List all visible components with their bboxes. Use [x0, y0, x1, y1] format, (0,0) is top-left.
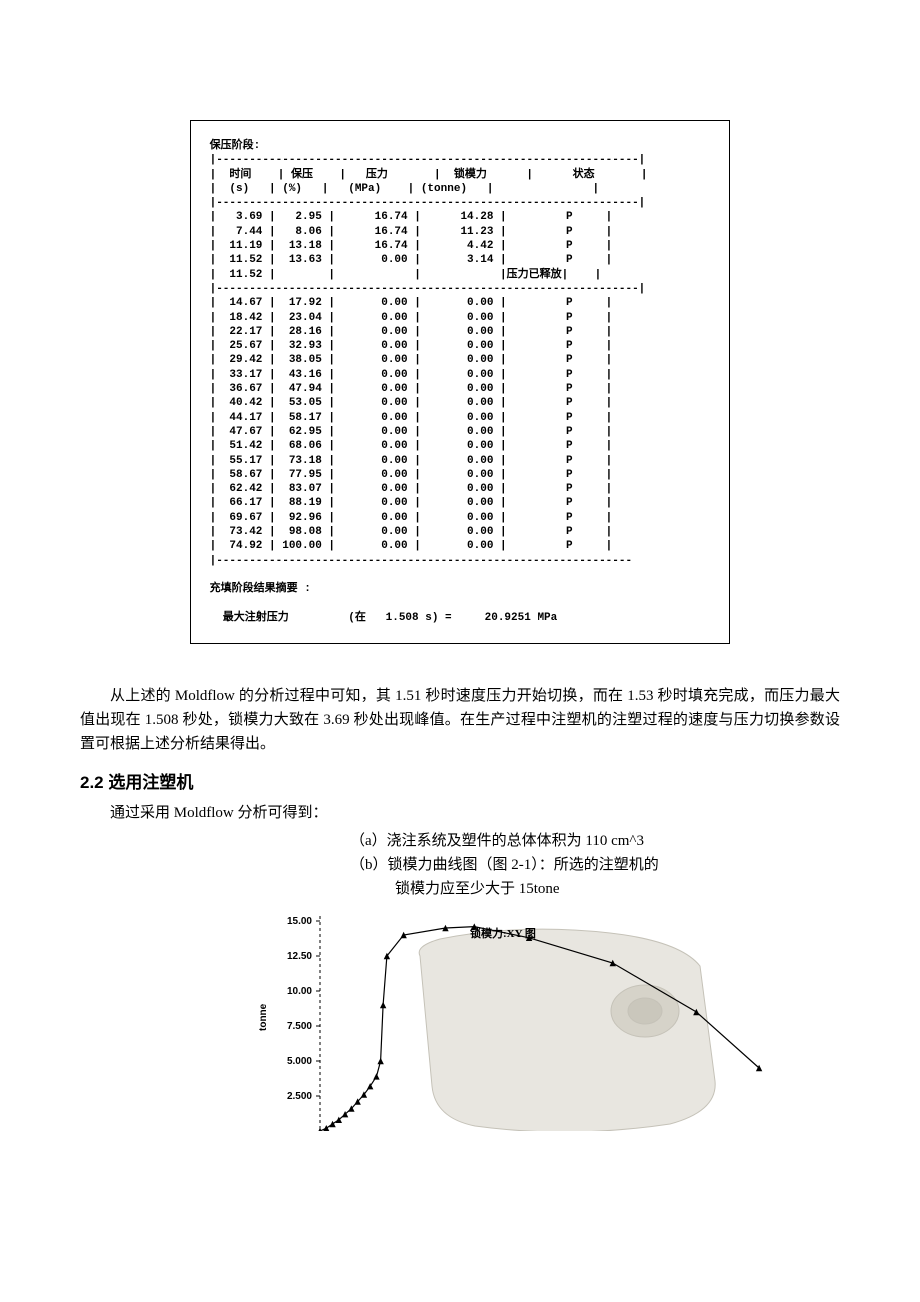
chart-title: 锁模力:XY 图: [470, 925, 536, 941]
ascii-table-content: 保压阶段: |---------------------------------…: [203, 139, 717, 625]
list-item-b-continuation: 锁模力应至少大于 15tone: [395, 877, 840, 901]
clamp-force-chart: 锁模力:XY 图 tonne 2.500 5.000 7.500 10.00 12.50…: [240, 911, 800, 1131]
svg-text:7.500: 7.500: [287, 1021, 312, 1032]
section-2-2-heading: 2.2 选用注塑机: [80, 768, 840, 793]
svg-text:15.00: 15.00: [287, 916, 312, 927]
analysis-paragraph: 从上述的 Moldflow 的分析过程中可知，其 1.51 秒时速度压力开始切换…: [80, 684, 840, 756]
svg-text:12.50: 12.50: [287, 951, 312, 962]
moldflow-intro-text: 通过采用 Moldflow 分析可得到：: [80, 801, 840, 825]
svg-text:2.500: 2.500: [287, 1091, 312, 1102]
chart-svg-canvas: 2.500 5.000 7.500 10.00 12.50 15.00: [240, 911, 800, 1131]
chart-y-axis-label: tonne: [258, 1004, 269, 1031]
list-item-a: （a）浇注系统及塑件的总体体积为 110 cm^3: [350, 829, 840, 853]
list-item-b: （b）锁模力曲线图（图 2-1）：所选的注塑机的: [350, 853, 840, 877]
moldflow-ascii-output: 保压阶段: |---------------------------------…: [190, 120, 730, 644]
svg-text:10.00: 10.00: [287, 986, 312, 997]
result-list: （a）浇注系统及塑件的总体体积为 110 cm^3 （b）锁模力曲线图（图 2-…: [350, 829, 840, 901]
svg-text:5.000: 5.000: [287, 1056, 312, 1067]
